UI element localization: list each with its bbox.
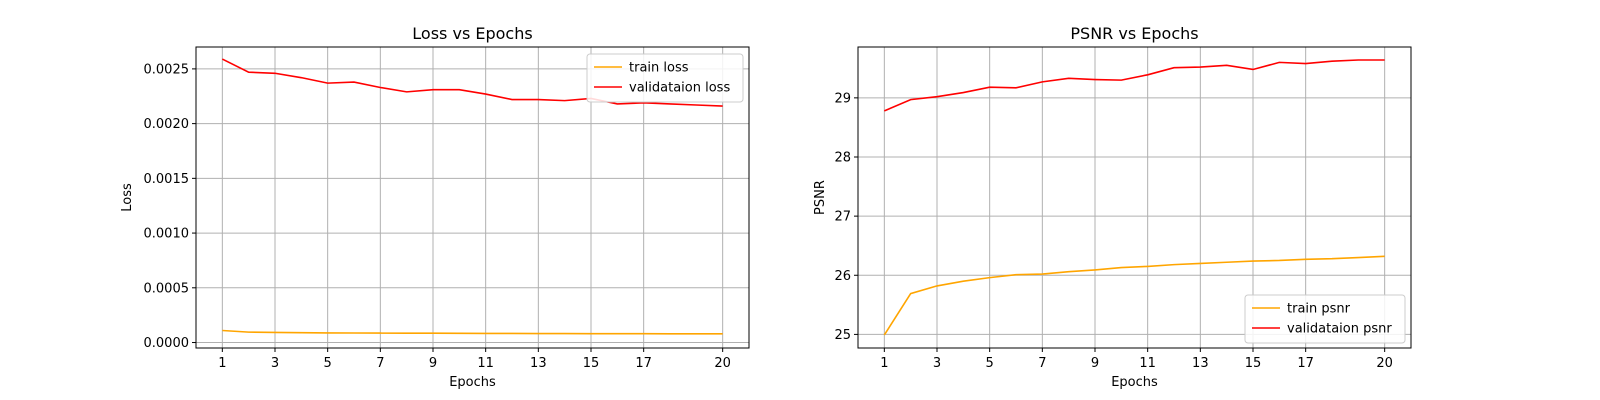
loss-legend-label: train loss [629, 61, 689, 76]
loss-x-tick-label: 1 [218, 356, 226, 371]
psnr-series-1-line [884, 59, 1385, 112]
psnr-x-tick-label: 17 [1297, 356, 1314, 371]
loss-plot-frame [195, 46, 750, 349]
psnr-x-tick-label: 3 [933, 356, 941, 371]
psnr-y-tick-label: 28 [834, 150, 851, 165]
psnr-x-tick-label: 9 [1091, 356, 1099, 371]
psnr-x-tick-label: 11 [1139, 356, 1156, 371]
psnr-x-tick-label: 20 [1376, 356, 1393, 371]
loss-x-axis-label: Epochs [449, 375, 496, 390]
loss-x-tick-label: 11 [477, 356, 494, 371]
loss-y-tick-label: 0.0000 [144, 336, 190, 351]
psnr-legend-label: train psnr [1287, 302, 1351, 317]
loss-x-tick-label: 17 [635, 356, 652, 371]
loss-x-tick-label: 15 [583, 356, 600, 371]
psnr-x-tick-label: 1 [880, 356, 888, 371]
loss-x-tick-label: 7 [376, 356, 384, 371]
loss-chart-title: Loss vs Epochs [412, 24, 532, 43]
psnr-legend-box [1244, 294, 1406, 344]
loss-x-tick-label: 20 [714, 356, 731, 371]
loss-x-tick-label: 13 [530, 356, 547, 371]
psnr-legend-label: validataion psnr [1287, 322, 1392, 337]
loss-x-tick-label: 3 [271, 356, 279, 371]
loss-y-tick-label: 0.0010 [144, 227, 190, 242]
loss-legend: train loss validataion loss [586, 53, 744, 103]
psnr-y-tick-label: 27 [834, 210, 851, 225]
loss-legend-label: validataion loss [629, 81, 730, 96]
psnr-x-tick-label: 7 [1038, 356, 1046, 371]
loss-y-tick-label: 0.0020 [144, 117, 190, 132]
psnr-x-tick-label: 5 [986, 356, 994, 371]
loss-legend-box [586, 53, 744, 103]
psnr-series-0-line [883, 255, 1385, 336]
psnr-legend: train psnr validataion psnr [1244, 294, 1406, 344]
loss-series-1-line [221, 58, 723, 107]
psnr-x-tick-label: 13 [1192, 356, 1209, 371]
psnr-y-tick-label: 29 [834, 91, 851, 106]
loss-y-axis-label: Loss [120, 183, 135, 212]
psnr-y-tick-label: 26 [834, 269, 851, 284]
loss-y-tick-label: 0.0015 [144, 172, 190, 187]
psnr-plot-frame [857, 46, 1412, 349]
psnr-y-axis-label: PSNR [813, 180, 828, 215]
loss-y-tick-label: 0.0005 [144, 281, 190, 296]
psnr-x-tick-label: 15 [1245, 356, 1262, 371]
loss-y-tick-label: 0.0025 [144, 62, 190, 77]
psnr-y-tick-label: 25 [834, 328, 851, 343]
psnr-chart-title: PSNR vs Epochs [1070, 24, 1198, 43]
loss-chart: 1 3 5 7 9 11 13 15 17 200.00000.00050.00100.00150… [120, 24, 750, 390]
psnr-x-axis-label: Epochs [1111, 375, 1158, 390]
loss-x-tick-label: 5 [324, 356, 332, 371]
loss-x-tick-label: 9 [429, 356, 437, 371]
loss-series-0-line [222, 329, 723, 335]
